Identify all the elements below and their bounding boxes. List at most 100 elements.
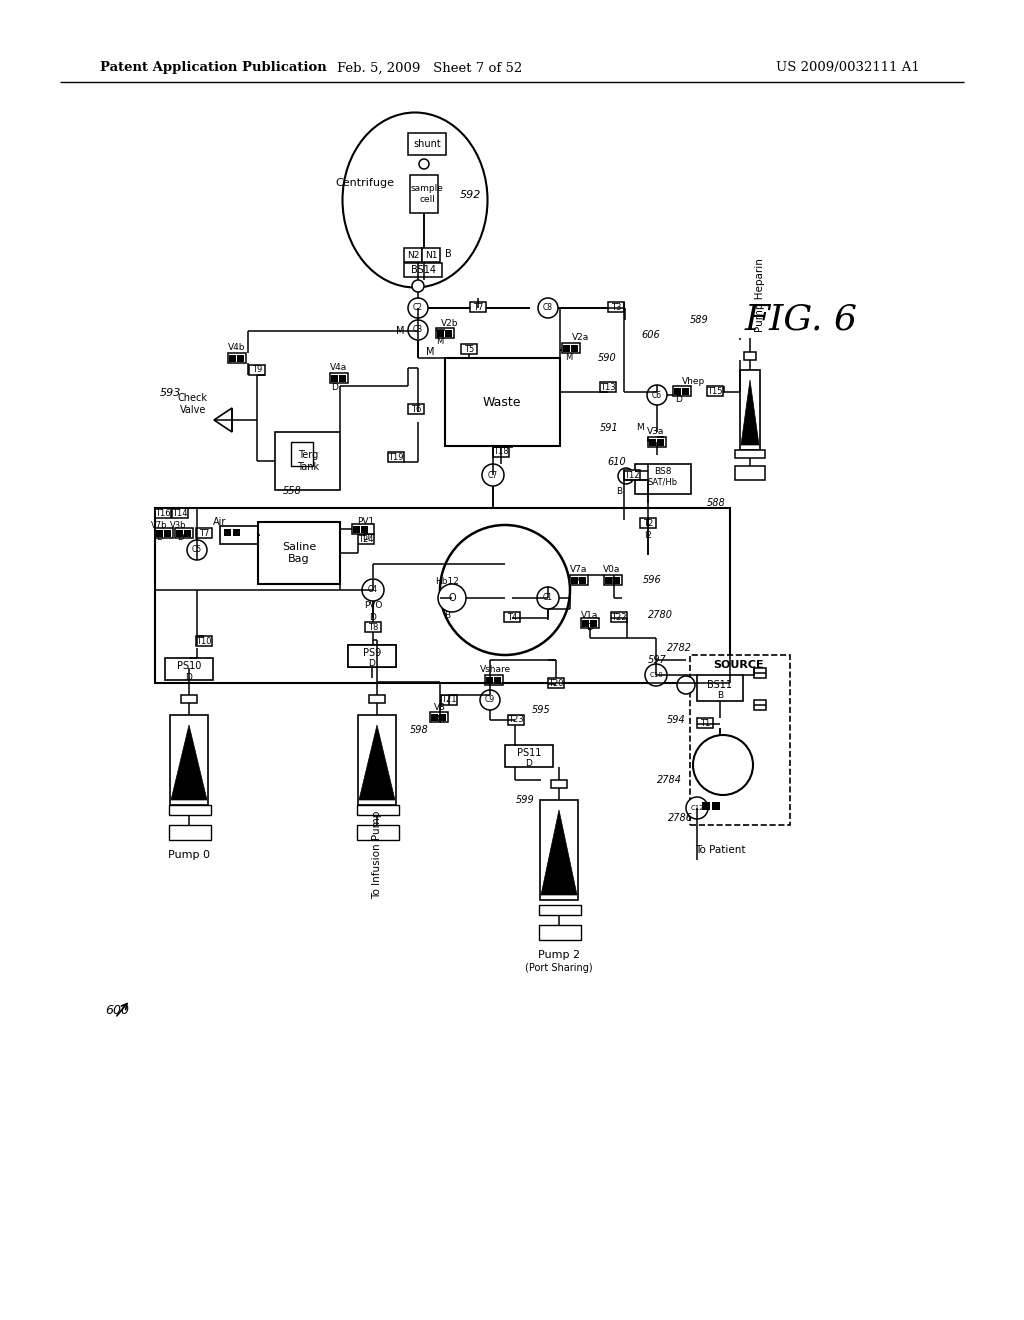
Text: 598: 598 xyxy=(410,725,429,735)
Text: 593: 593 xyxy=(160,388,181,399)
Bar xyxy=(155,508,730,682)
Polygon shape xyxy=(541,810,577,895)
Text: D: D xyxy=(370,614,377,623)
Text: V2b: V2b xyxy=(441,318,459,327)
Circle shape xyxy=(645,664,667,686)
Bar xyxy=(169,825,211,840)
Text: M: M xyxy=(636,424,644,433)
Circle shape xyxy=(677,676,695,694)
Text: V7b: V7b xyxy=(151,520,167,529)
Bar xyxy=(657,438,664,446)
Bar xyxy=(493,447,509,457)
Bar xyxy=(707,385,723,396)
Bar xyxy=(352,524,374,535)
Text: 600: 600 xyxy=(105,1003,129,1016)
Bar xyxy=(155,508,171,517)
Text: T5: T5 xyxy=(464,345,474,354)
Text: D: D xyxy=(676,396,682,404)
Text: V0a: V0a xyxy=(603,565,621,574)
Bar xyxy=(258,521,340,583)
Text: V4b: V4b xyxy=(228,343,246,352)
Text: V3b: V3b xyxy=(170,520,186,529)
Text: sample
cell: sample cell xyxy=(411,185,443,203)
Text: PV1: PV1 xyxy=(357,516,375,525)
Text: 595: 595 xyxy=(532,705,551,715)
Bar xyxy=(437,330,444,337)
Bar xyxy=(175,528,193,539)
Text: D: D xyxy=(185,672,193,681)
Text: Vshare: Vshare xyxy=(479,665,511,675)
Text: SOURCE: SOURCE xyxy=(714,660,764,671)
Text: PS11: PS11 xyxy=(517,748,542,758)
Bar xyxy=(590,619,597,627)
Text: D: D xyxy=(332,383,339,392)
Bar xyxy=(744,352,756,360)
Bar xyxy=(431,714,438,721)
Text: 2784: 2784 xyxy=(657,775,682,785)
Bar xyxy=(445,330,452,337)
Bar xyxy=(624,470,640,480)
Bar xyxy=(330,374,348,383)
Text: Centrifuge: Centrifuge xyxy=(336,178,394,187)
Circle shape xyxy=(408,319,428,341)
Bar xyxy=(540,800,578,900)
Text: V7a: V7a xyxy=(570,565,588,574)
Bar xyxy=(233,529,240,536)
Text: B: B xyxy=(444,610,451,619)
Bar xyxy=(365,622,381,632)
Polygon shape xyxy=(359,725,395,800)
Text: C5: C5 xyxy=(191,545,202,554)
Text: 589: 589 xyxy=(690,315,709,325)
Bar xyxy=(170,715,208,805)
Bar xyxy=(635,465,691,494)
Bar xyxy=(608,302,624,312)
Text: N1: N1 xyxy=(425,251,437,260)
Text: M: M xyxy=(436,715,443,725)
Text: 597: 597 xyxy=(648,655,667,665)
Bar xyxy=(430,711,449,722)
Text: T21: T21 xyxy=(441,696,457,705)
Text: T1: T1 xyxy=(699,718,710,727)
Text: Saline
Bag: Saline Bag xyxy=(282,543,316,564)
Bar xyxy=(494,676,501,684)
Bar xyxy=(539,925,581,940)
Text: (Port Sharing): (Port Sharing) xyxy=(525,964,593,973)
Text: T18: T18 xyxy=(494,447,509,457)
Text: D: D xyxy=(494,677,501,686)
Text: M: M xyxy=(565,352,572,362)
Bar xyxy=(224,529,231,536)
Text: Pump 2: Pump 2 xyxy=(538,950,580,960)
Circle shape xyxy=(438,583,466,612)
Text: D: D xyxy=(177,532,183,541)
Bar xyxy=(504,612,520,622)
Ellipse shape xyxy=(342,112,487,288)
Bar xyxy=(674,388,681,395)
Text: T24: T24 xyxy=(358,535,374,544)
Text: Check
Valve: Check Valve xyxy=(178,393,208,414)
Text: BS11: BS11 xyxy=(708,680,732,690)
Text: V4a: V4a xyxy=(330,363,347,372)
Text: 594: 594 xyxy=(667,715,686,725)
Bar xyxy=(690,655,790,825)
Bar xyxy=(611,612,627,622)
Bar xyxy=(408,404,424,414)
Text: Air: Air xyxy=(213,517,226,527)
Bar xyxy=(388,451,404,462)
Circle shape xyxy=(537,587,559,609)
Polygon shape xyxy=(171,725,207,800)
Text: 2786: 2786 xyxy=(668,813,693,822)
Bar xyxy=(169,805,211,814)
Text: D: D xyxy=(369,659,376,668)
Text: T4: T4 xyxy=(507,612,517,622)
Text: T9: T9 xyxy=(252,366,262,375)
Text: T8: T8 xyxy=(368,623,378,631)
Text: T14: T14 xyxy=(172,508,187,517)
Bar xyxy=(682,388,689,395)
Bar xyxy=(486,676,493,684)
Text: C12: C12 xyxy=(690,805,703,810)
Text: Hb12: Hb12 xyxy=(435,578,459,586)
Bar xyxy=(331,375,338,381)
Text: BS8: BS8 xyxy=(654,467,672,477)
Text: SAT/Hb: SAT/Hb xyxy=(648,478,678,487)
Text: B: B xyxy=(717,692,723,701)
